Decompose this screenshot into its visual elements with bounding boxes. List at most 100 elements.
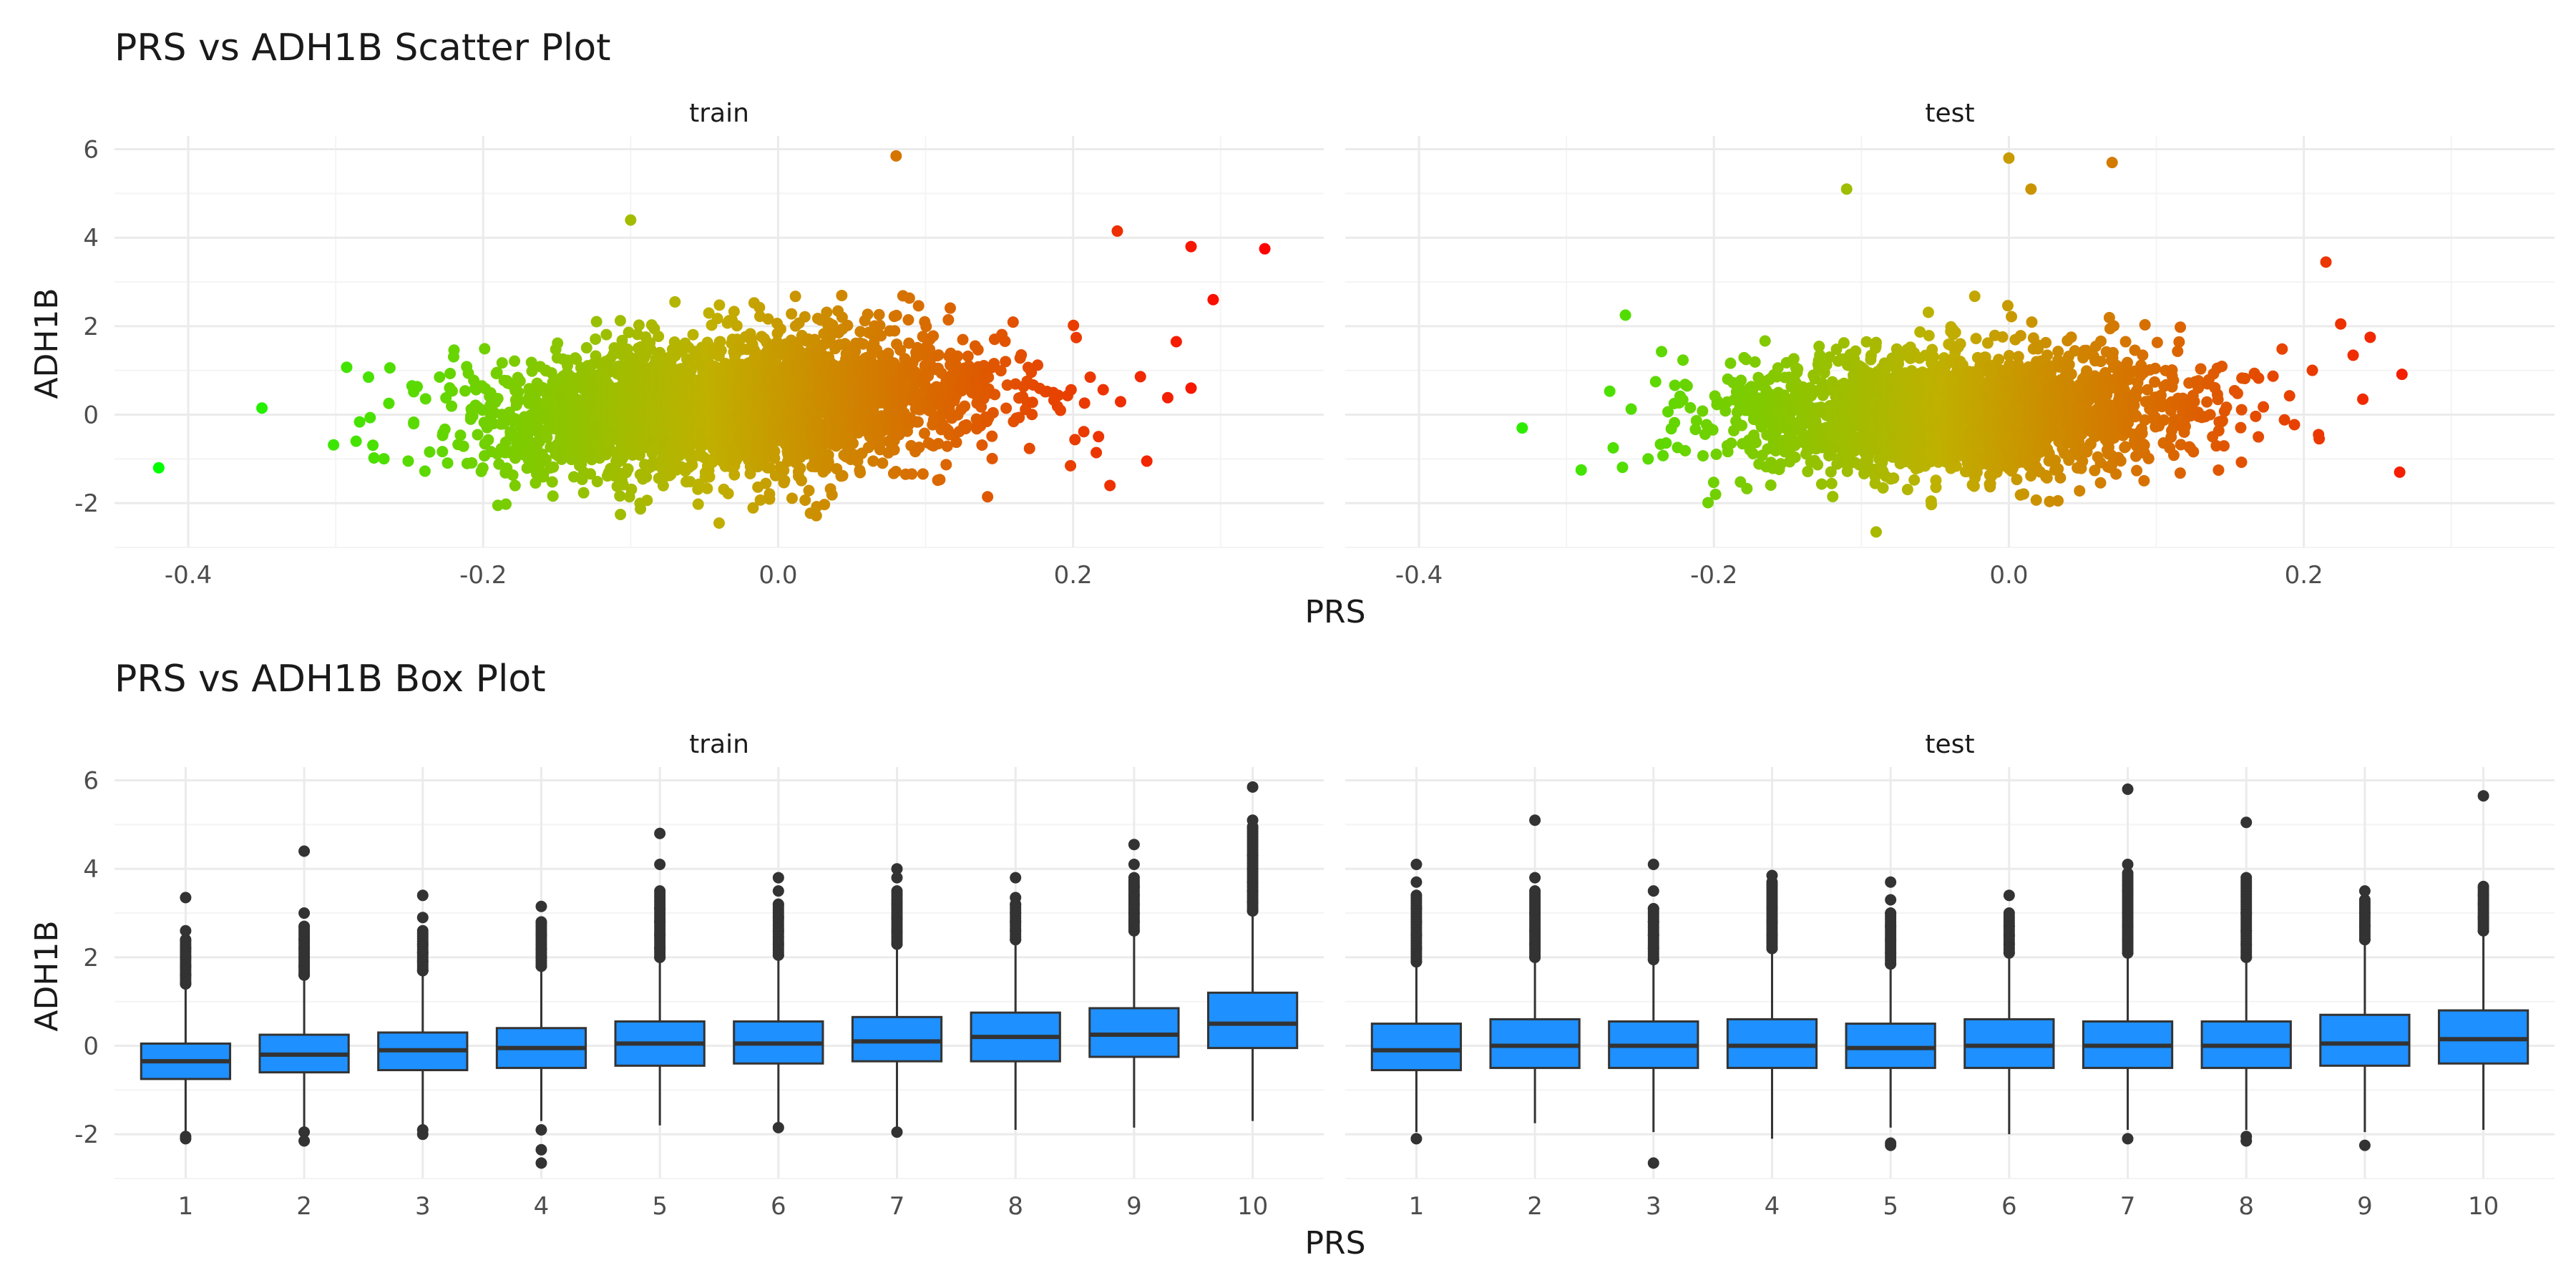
scatter-point (1993, 353, 2005, 366)
scatter-point (1707, 424, 1719, 436)
scatter-point (760, 477, 772, 489)
scatter-point (530, 395, 542, 407)
scatter-point (1908, 474, 1921, 486)
scatter-point (1893, 358, 1905, 370)
scatter-point (1115, 396, 1127, 408)
scatter-point (1084, 371, 1096, 384)
scatter-point (753, 301, 766, 313)
scatter-point (1735, 374, 1747, 386)
scatter-point (1054, 404, 1066, 416)
scatter-point (2063, 358, 2075, 371)
scatter-point (1850, 345, 1862, 357)
scatter-point (1684, 401, 1697, 414)
scatter-point (1097, 384, 1109, 396)
scatter-point (714, 336, 726, 348)
scatter-point (1677, 354, 1689, 366)
scatter-point (1026, 409, 1038, 421)
scatter-point (826, 489, 838, 501)
scatter-point (547, 461, 560, 473)
y-tick-label: -2 (74, 489, 99, 518)
scatter-point (152, 462, 165, 474)
scatter-point (577, 487, 590, 499)
scatter-point (552, 337, 564, 349)
x-tick-label: -0.4 (1395, 561, 1443, 590)
x-tick-label: 0.2 (1054, 561, 1093, 590)
scatter-point (1814, 349, 1826, 361)
scatter-point (1141, 455, 1153, 467)
scatter-strip-train: train (689, 99, 749, 128)
scatter-point (625, 214, 637, 226)
scatter-point (509, 479, 521, 492)
scatter-point (1825, 477, 1838, 489)
scatter-point (328, 439, 340, 451)
scatter-point (890, 309, 902, 321)
scatter-point (1032, 359, 1044, 371)
scatter-point (615, 508, 627, 520)
scatter-point (972, 343, 984, 356)
scatter-point (1792, 363, 1804, 375)
scatter-point (2011, 474, 2023, 486)
scatter-point (987, 406, 999, 419)
scatter-point (769, 469, 781, 482)
scatter-point (927, 330, 940, 342)
scatter-point (874, 319, 886, 331)
scatter-point (448, 344, 460, 356)
scatter-point (762, 313, 774, 325)
scatter-point (836, 289, 848, 301)
scatter-point (803, 484, 815, 497)
scatter-point (633, 319, 645, 331)
scatter-point (854, 467, 867, 479)
scatter-point (1170, 336, 1182, 348)
scatter-point (482, 434, 494, 446)
scatter-point (822, 456, 834, 468)
scatter-point (778, 464, 790, 477)
scatter-point (467, 410, 479, 422)
scatter-point (2012, 351, 2024, 363)
scatter-point (917, 468, 929, 480)
scatter-point (952, 350, 964, 362)
scatter-point (903, 292, 915, 304)
scatter-point (1815, 478, 1828, 490)
scatter-point (384, 362, 396, 374)
scatter-strip-test: test (1925, 99, 1974, 128)
scatter-point (1923, 329, 1935, 341)
scatter-point (1625, 403, 1637, 415)
scatter-point (1736, 419, 1748, 431)
scatter-point (1710, 448, 1722, 460)
scatter-point (962, 350, 974, 362)
scatter-point (446, 400, 458, 412)
scatter-point (1078, 397, 1091, 409)
scatter-point (491, 366, 503, 379)
scatter-point (944, 302, 956, 314)
scatter-point (2026, 316, 2038, 328)
scatter-point (1607, 441, 1619, 454)
scatter-point (1968, 291, 1981, 303)
scatter-point (653, 331, 665, 343)
scatter-point (1669, 416, 1681, 429)
scatter-point (1681, 380, 1693, 392)
scatter-point (786, 308, 798, 320)
scatter-point (2030, 494, 2042, 506)
scatter-point (2052, 494, 2064, 507)
scatter-point (614, 315, 626, 327)
y-tick-label: 2 (83, 313, 99, 341)
scatter-point (1827, 490, 1839, 502)
scatter-point (1091, 447, 1103, 459)
scatter-point (2040, 336, 2052, 348)
scatter-point (982, 371, 995, 384)
scatter-point (986, 430, 998, 442)
scatter-point (2065, 331, 2077, 343)
scatter-point (477, 462, 489, 474)
scatter-point (546, 476, 558, 488)
scatter-point (378, 453, 390, 465)
scatter-point (459, 385, 472, 397)
scatter-point (711, 313, 723, 325)
scatter-point (1741, 482, 1753, 494)
scatter-point (446, 385, 458, 397)
scatter-point (1657, 449, 1669, 462)
scatter-point (986, 452, 998, 464)
y-tick-label: 6 (83, 136, 99, 165)
scatter-point (1642, 453, 1654, 465)
